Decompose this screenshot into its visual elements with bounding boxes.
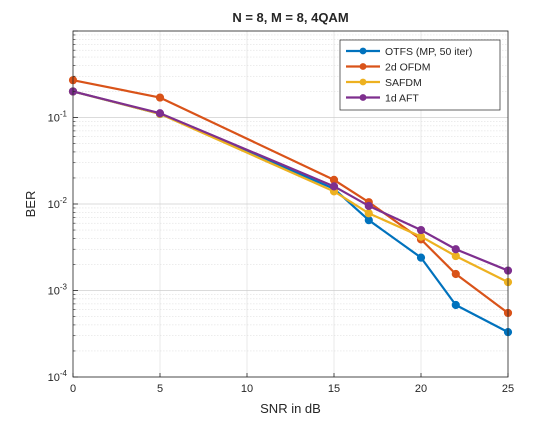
data-point — [155, 109, 165, 118]
y-axis-title: BER — [23, 191, 38, 218]
legend-label: OTFS (MP, 50 iter) — [385, 46, 472, 58]
data-point — [329, 182, 339, 191]
legend-label: 1d AFT — [385, 92, 419, 104]
data-point — [416, 253, 426, 262]
series-group — [68, 76, 513, 337]
x-tick-label: 25 — [502, 383, 514, 395]
legend-label: 2d OFDM — [385, 61, 431, 73]
data-point — [364, 201, 373, 211]
data-point — [364, 216, 373, 225]
legend-label: SAFDM — [385, 77, 422, 89]
x-tick-label: 0 — [70, 383, 76, 395]
data-point — [451, 269, 460, 279]
legend-swatch-marker — [359, 63, 367, 70]
data-point — [451, 251, 460, 261]
data-point — [155, 93, 165, 102]
y-tick-label: 10-1 — [48, 110, 68, 125]
data-point — [416, 225, 426, 235]
data-point — [364, 209, 373, 218]
data-point — [451, 300, 460, 310]
x-tick-label: 20 — [415, 383, 427, 395]
x-tick-label: 15 — [328, 383, 340, 395]
y-tick-label: 10-3 — [48, 283, 68, 298]
y-tick-label: 10-4 — [48, 369, 68, 384]
y-tick-label: 10-2 — [48, 196, 68, 211]
x-axis-title: SNR in dB — [260, 401, 321, 416]
x-tick-label: 10 — [241, 383, 253, 395]
legend-swatch-marker — [359, 47, 367, 55]
legend: OTFS (MP, 50 iter) 2d OFDM SAFDM 1d AFT — [339, 39, 501, 111]
ticks: 0 5 10 15 20 25 10-4 10-3 10-2 10-1 — [48, 30, 514, 395]
legend-swatch-marker — [359, 94, 367, 101]
legend-swatch-marker — [359, 78, 367, 86]
chart-title: N = 8, M = 8, 4QAM — [232, 10, 348, 25]
data-point — [451, 245, 460, 254]
x-tick-label: 5 — [157, 383, 163, 395]
